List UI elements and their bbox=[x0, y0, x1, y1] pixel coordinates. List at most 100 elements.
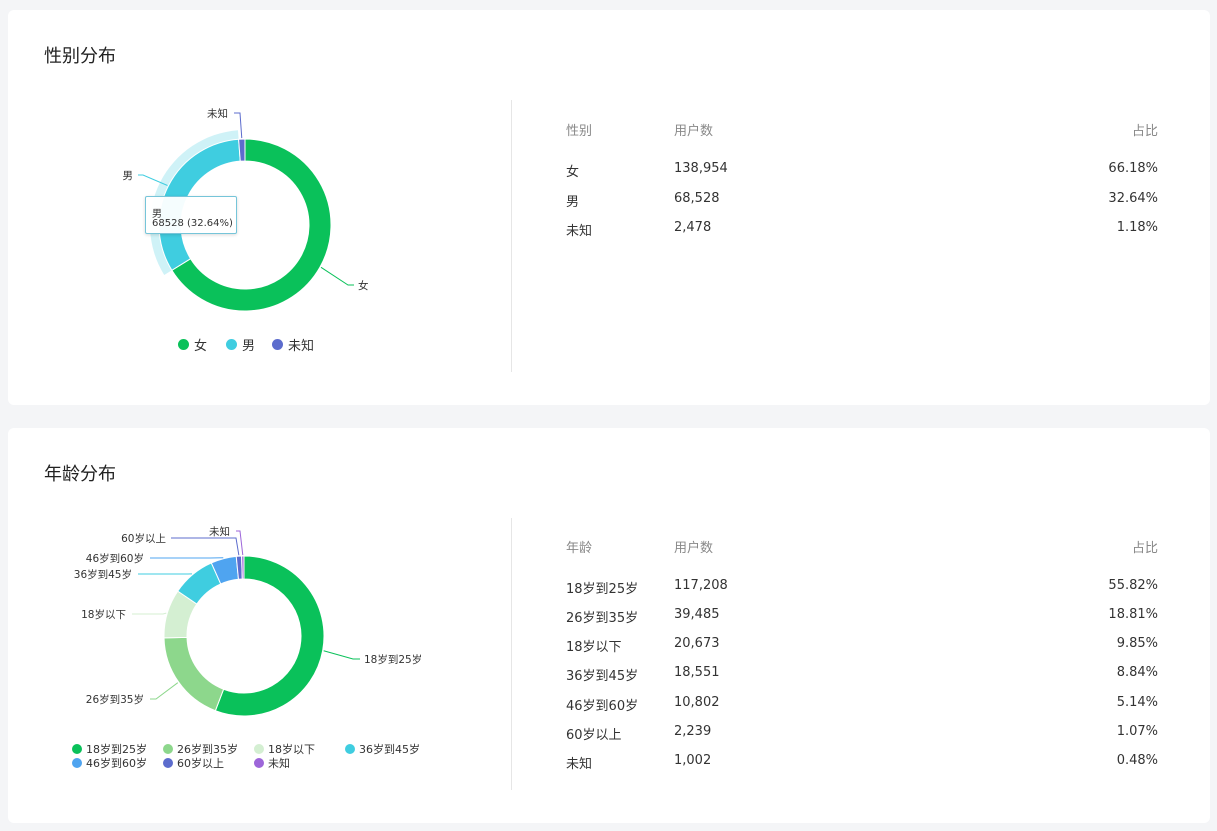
table-row: 未知 2,478 1.18% bbox=[566, 220, 1158, 240]
row-count: 117,208 bbox=[674, 578, 728, 593]
legend-label: 18岁以下 bbox=[268, 743, 315, 756]
label-leader-line bbox=[132, 612, 167, 615]
header-gender: 性别 bbox=[566, 124, 593, 139]
legend-dot-icon bbox=[163, 744, 173, 754]
divider bbox=[511, 100, 512, 372]
row-pct: 9.85% bbox=[1116, 636, 1158, 651]
label-leader-line bbox=[320, 266, 354, 286]
table-row: 36岁到45岁 18,551 8.84% bbox=[566, 665, 1158, 685]
legend-dot-icon bbox=[178, 339, 189, 350]
slice-label: 26岁到35岁 bbox=[86, 693, 144, 706]
row-pct: 0.48% bbox=[1116, 753, 1158, 768]
legend-item[interactable]: 男 bbox=[226, 335, 255, 354]
row-label: 36岁到45岁 bbox=[566, 669, 639, 684]
legend-item[interactable]: 18岁以下 bbox=[254, 741, 315, 757]
donut-slice[interactable] bbox=[171, 138, 332, 312]
legend-label: 未知 bbox=[288, 339, 315, 354]
row-count: 138,954 bbox=[674, 161, 728, 176]
row-count: 1,002 bbox=[674, 753, 712, 768]
row-count: 10,802 bbox=[674, 695, 720, 710]
row-count: 18,551 bbox=[674, 665, 720, 680]
row-pct: 18.81% bbox=[1108, 607, 1158, 622]
donut-slice[interactable] bbox=[163, 636, 225, 712]
age-table-header: 年龄 用户数 占比 bbox=[566, 537, 1158, 557]
table-row: 26岁到35岁 39,485 18.81% bbox=[566, 607, 1158, 627]
label-leader-line bbox=[234, 112, 243, 139]
table-row: 未知 1,002 0.48% bbox=[566, 753, 1158, 773]
legend-item[interactable]: 未知 bbox=[254, 755, 290, 771]
legend-dot-icon bbox=[254, 758, 264, 768]
legend-item[interactable]: 26岁到35岁 bbox=[163, 741, 238, 757]
slice-label: 18岁以下 bbox=[81, 608, 126, 621]
row-pct: 8.84% bbox=[1116, 665, 1158, 680]
legend-item[interactable]: 未知 bbox=[272, 335, 314, 354]
label-leader-line bbox=[150, 682, 179, 700]
legend-dot-icon bbox=[345, 744, 355, 754]
slice-label: 36岁到45岁 bbox=[74, 568, 132, 581]
gender-card-title: 性别分布 bbox=[44, 46, 116, 67]
row-pct: 1.18% bbox=[1116, 220, 1158, 235]
label-leader-line bbox=[236, 530, 244, 556]
header-users: 用户数 bbox=[674, 124, 714, 139]
legend-dot-icon bbox=[72, 758, 82, 768]
slice-label: 18岁到25岁 bbox=[364, 653, 422, 666]
legend-dot-icon bbox=[72, 744, 82, 754]
age-card-title: 年龄分布 bbox=[44, 464, 116, 485]
label-leader-line bbox=[171, 537, 240, 556]
legend-item[interactable]: 女 bbox=[178, 335, 207, 354]
tooltip-value: 68528 (32.64%) bbox=[152, 218, 233, 229]
row-count: 20,673 bbox=[674, 636, 720, 651]
table-row: 46岁到60岁 10,802 5.14% bbox=[566, 695, 1158, 715]
table-row: 女 138,954 66.18% bbox=[566, 161, 1158, 181]
legend-item[interactable]: 36岁到45岁 bbox=[345, 741, 420, 757]
gender-table-header: 性别 用户数 占比 bbox=[566, 120, 1158, 140]
row-count: 39,485 bbox=[674, 607, 720, 622]
slice-label: 女 bbox=[358, 279, 369, 292]
legend-item[interactable]: 46岁到60岁 bbox=[72, 755, 147, 771]
legend-item[interactable]: 60岁以上 bbox=[163, 755, 224, 771]
row-pct: 5.14% bbox=[1116, 695, 1158, 710]
donut-slice[interactable] bbox=[238, 138, 246, 162]
slice-label: 46岁到60岁 bbox=[86, 552, 144, 565]
table-row: 18岁以下 20,673 9.85% bbox=[566, 636, 1158, 656]
row-pct: 32.64% bbox=[1108, 191, 1158, 206]
slice-label: 60岁以上 bbox=[121, 532, 166, 545]
legend-dot-icon bbox=[254, 744, 264, 754]
header-pct: 占比 bbox=[1131, 541, 1158, 556]
row-label: 26岁到35岁 bbox=[566, 611, 639, 626]
row-pct: 55.82% bbox=[1108, 578, 1158, 593]
legend-label: 男 bbox=[242, 339, 256, 354]
header-pct: 占比 bbox=[1131, 124, 1158, 139]
row-label: 未知 bbox=[566, 757, 593, 772]
header-age: 年龄 bbox=[566, 541, 593, 556]
legend-label: 女 bbox=[194, 339, 208, 354]
row-pct: 1.07% bbox=[1116, 724, 1158, 739]
row-label: 46岁到60岁 bbox=[566, 699, 639, 714]
row-label: 60岁以上 bbox=[566, 728, 622, 743]
slice-label: 未知 bbox=[209, 525, 230, 538]
label-leader-line bbox=[323, 650, 360, 660]
row-count: 2,478 bbox=[674, 220, 712, 235]
table-row: 男 68,528 32.64% bbox=[566, 191, 1158, 211]
donut-slice[interactable] bbox=[214, 555, 325, 717]
row-label: 未知 bbox=[566, 224, 593, 239]
row-label: 18岁以下 bbox=[566, 640, 622, 655]
legend-label: 46岁到60岁 bbox=[86, 757, 147, 770]
legend-label: 未知 bbox=[268, 757, 290, 770]
legend-dot-icon bbox=[226, 339, 237, 350]
slice-label: 男 bbox=[123, 170, 134, 182]
legend-label: 26岁到35岁 bbox=[177, 743, 238, 756]
row-pct: 66.18% bbox=[1108, 161, 1158, 176]
table-row: 60岁以上 2,239 1.07% bbox=[566, 724, 1158, 744]
table-row: 18岁到25岁 117,208 55.82% bbox=[566, 578, 1158, 598]
legend-label: 36岁到45岁 bbox=[359, 743, 420, 756]
donut-slice[interactable] bbox=[241, 555, 245, 580]
age-card: 年龄分布 18岁到25岁 26岁到35岁 18岁以下 36岁到45岁 46岁到60岁 60… bbox=[8, 428, 1210, 823]
header-users: 用户数 bbox=[674, 541, 714, 556]
row-count: 68,528 bbox=[674, 191, 720, 206]
legend-item[interactable]: 18岁到25岁 bbox=[72, 741, 147, 757]
gender-card: 性别分布 女男未知 女男未知 男 68528 (32.64%) 性别 用户数 占… bbox=[8, 10, 1210, 405]
row-count: 2,239 bbox=[674, 724, 712, 739]
